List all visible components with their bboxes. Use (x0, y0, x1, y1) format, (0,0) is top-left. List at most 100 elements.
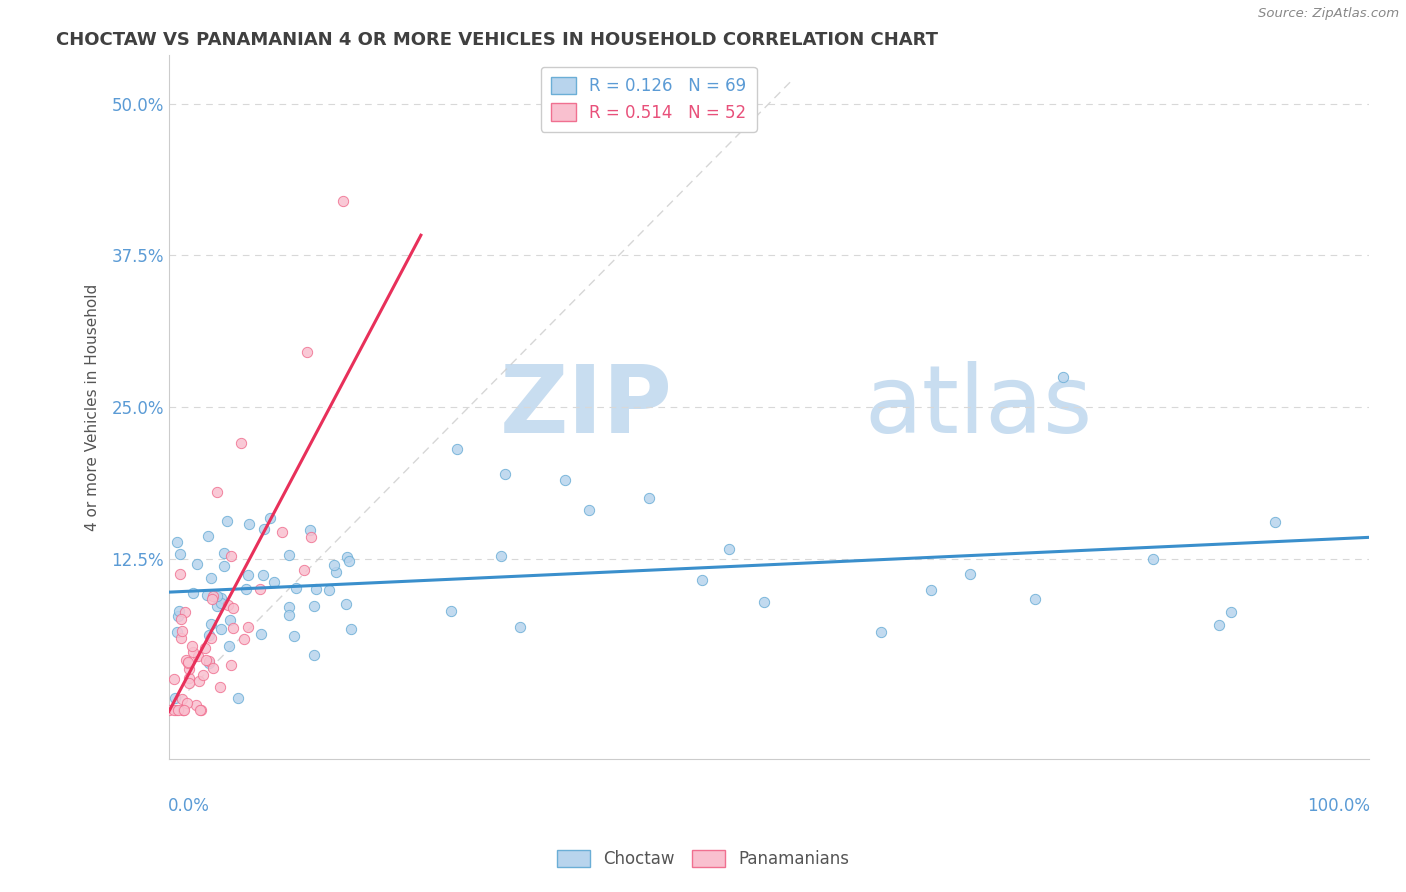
Point (197, 529, 219, 543)
Point (304, 599, 326, 614)
Point (222, 601, 245, 615)
Point (278, 548, 301, 562)
Point (332, 194, 354, 208)
Point (201, 592, 224, 607)
Point (869, 625, 891, 640)
Point (172, 703, 194, 717)
Point (217, 598, 239, 612)
Point (1264, 515, 1286, 529)
Point (1052, 369, 1074, 384)
Point (167, 703, 190, 717)
Point (181, 645, 204, 659)
Point (205, 484, 228, 499)
Point (177, 655, 200, 669)
Point (1024, 592, 1046, 607)
Point (318, 583, 340, 598)
Point (637, 491, 659, 505)
Point (200, 571, 222, 585)
Point (202, 661, 225, 675)
Point (229, 436, 252, 450)
Point (217, 514, 239, 528)
Point (200, 632, 222, 646)
Point (226, 690, 249, 705)
Point (292, 563, 315, 577)
Point (214, 559, 236, 574)
Point (209, 596, 232, 610)
Point (283, 629, 305, 643)
Point (219, 658, 242, 673)
Text: ZIP: ZIP (501, 361, 673, 453)
Point (236, 568, 259, 582)
Point (200, 617, 222, 632)
Point (169, 547, 191, 561)
Point (232, 632, 254, 647)
Point (176, 696, 198, 710)
Point (222, 622, 245, 636)
Point (249, 627, 271, 641)
Point (690, 573, 713, 587)
Point (214, 546, 236, 560)
Point (207, 590, 229, 604)
Point (188, 703, 211, 717)
Point (259, 511, 281, 525)
Point (278, 607, 301, 622)
Point (172, 624, 194, 639)
Point (157, 703, 180, 717)
Point (1208, 618, 1230, 632)
Point (335, 549, 357, 564)
Point (578, 503, 600, 517)
Legend: R = 0.126   N = 69, R = 0.514   N = 52: R = 0.126 N = 69, R = 0.514 N = 52 (541, 67, 756, 132)
Text: Source: ZipAtlas.com: Source: ZipAtlas.com (1258, 7, 1399, 21)
Point (170, 692, 193, 706)
Point (190, 703, 212, 717)
Point (186, 698, 208, 712)
Point (177, 662, 200, 676)
Point (195, 588, 218, 602)
Point (166, 625, 188, 640)
Point (188, 674, 211, 689)
Point (323, 558, 346, 573)
Point (489, 549, 512, 563)
Point (179, 672, 201, 686)
Point (718, 542, 741, 557)
Point (295, 345, 318, 359)
Point (1142, 551, 1164, 566)
Point (193, 667, 215, 681)
Point (170, 631, 193, 645)
Point (177, 676, 200, 690)
Point (325, 565, 347, 579)
Point (219, 549, 242, 563)
Point (201, 589, 224, 603)
Text: 100.0%: 100.0% (1308, 797, 1369, 815)
Point (170, 612, 193, 626)
Point (337, 554, 360, 568)
Text: CHOCTAW VS PANAMANIAN 4 OR MORE VEHICLES IN HOUSEHOLD CORRELATION CHART: CHOCTAW VS PANAMANIAN 4 OR MORE VEHICLES… (56, 31, 938, 49)
Point (263, 575, 285, 590)
Point (162, 703, 184, 717)
Point (218, 639, 240, 653)
Point (494, 467, 516, 481)
Point (187, 649, 209, 664)
Point (197, 656, 219, 670)
Point (439, 604, 461, 618)
Point (176, 656, 198, 670)
Point (193, 640, 215, 655)
Point (253, 522, 276, 536)
Point (302, 648, 325, 662)
Point (173, 703, 195, 717)
Point (299, 531, 322, 545)
Legend: Choctaw, Panamanians: Choctaw, Panamanians (550, 843, 856, 875)
Point (163, 673, 186, 687)
Point (236, 620, 259, 634)
Point (335, 597, 357, 611)
Point (277, 599, 299, 614)
Point (198, 655, 221, 669)
Point (198, 628, 221, 642)
Point (181, 585, 204, 599)
Point (172, 703, 194, 717)
Point (174, 653, 197, 667)
Point (166, 609, 188, 624)
Point (167, 604, 190, 618)
Point (920, 583, 942, 598)
Point (207, 599, 229, 613)
